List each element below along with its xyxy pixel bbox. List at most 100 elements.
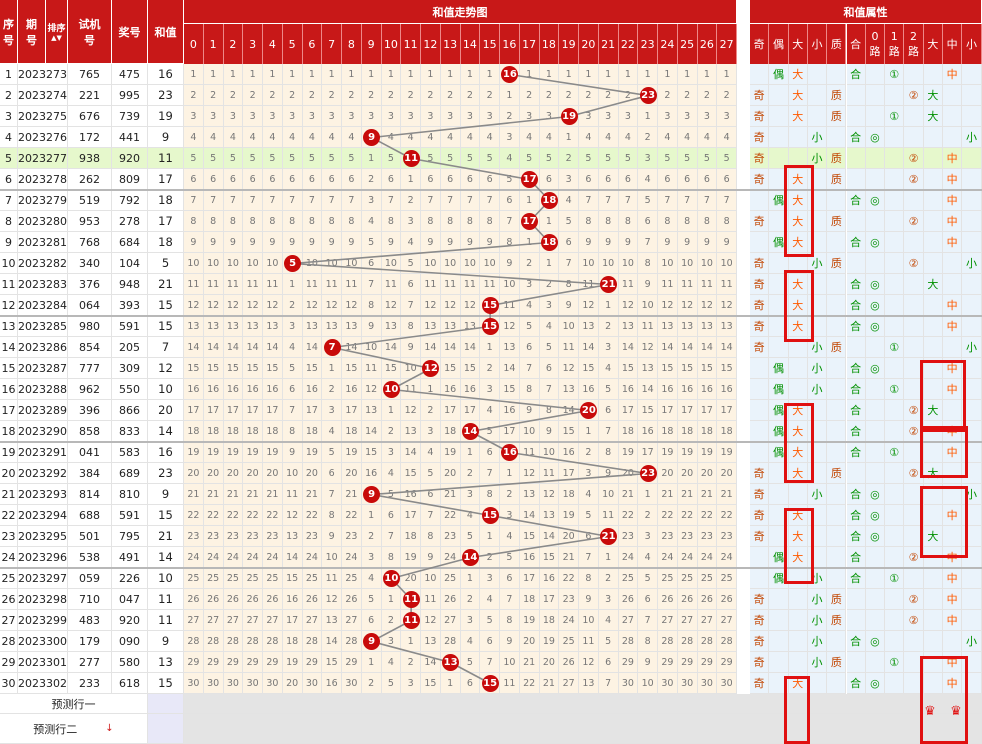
trend-cell: 5 bbox=[243, 148, 263, 169]
attr-cell bbox=[885, 232, 905, 253]
sum-ball: 10 bbox=[382, 381, 400, 398]
trend-cell: 3 bbox=[598, 106, 619, 127]
sum-ball: 9 bbox=[363, 633, 381, 650]
highlight-box bbox=[784, 270, 814, 342]
trend-segment bbox=[371, 493, 491, 517]
trend-cell: 9 bbox=[677, 232, 698, 253]
trend-col-header: 6 bbox=[302, 24, 323, 64]
trend-cell: 7 bbox=[421, 190, 441, 211]
attr-col-header: 小 bbox=[807, 24, 828, 64]
attr-cell bbox=[885, 85, 905, 106]
trend-cell: 1 bbox=[282, 64, 303, 85]
trend-cell: 1 bbox=[203, 64, 224, 85]
trend-cell: 11 bbox=[618, 274, 639, 295]
attr-cell bbox=[923, 211, 943, 232]
trend-cell: 9 bbox=[717, 232, 737, 253]
trend-cell: 8 bbox=[500, 232, 520, 253]
attr-cell bbox=[807, 64, 828, 85]
attr-cell: 中 bbox=[943, 211, 963, 232]
attr-cell: 合 bbox=[846, 190, 866, 211]
trend-cell: 7 bbox=[598, 190, 619, 211]
sum-ball: 11 bbox=[402, 150, 420, 167]
trend-cell: 1 bbox=[579, 64, 599, 85]
trend-segment bbox=[391, 388, 589, 412]
highlight-box bbox=[784, 508, 814, 584]
trend-col-header: 1 bbox=[203, 24, 224, 64]
predict-row-1-label: 预测行一 bbox=[0, 694, 148, 714]
row-test-number: 765 bbox=[68, 64, 112, 85]
attr-cell: 小 bbox=[962, 253, 982, 274]
trend-cell: 1 bbox=[440, 64, 461, 85]
trend-cell: 7 bbox=[638, 232, 658, 253]
trend-cell: 4 bbox=[717, 127, 737, 148]
trend-cell: 4 bbox=[282, 127, 303, 148]
trend-cell: 3 bbox=[263, 106, 283, 127]
trend-col-header: 23 bbox=[638, 24, 658, 64]
down-arrow-icon[interactable]: ↓ bbox=[105, 723, 114, 734]
row-prize-number: 739 bbox=[112, 106, 148, 127]
trend-cell: 10 bbox=[500, 274, 520, 295]
trend-cell: 2 bbox=[559, 148, 579, 169]
sum-ball: 11 bbox=[402, 612, 420, 629]
trend-cell: 5 bbox=[598, 148, 619, 169]
trend-cell: 5 bbox=[381, 148, 402, 169]
trend-cell: 7 bbox=[677, 190, 698, 211]
attr-cell bbox=[827, 274, 847, 295]
trend-cell: 2 bbox=[342, 85, 362, 106]
attr-cell bbox=[769, 106, 789, 127]
trend-cell: 2 bbox=[440, 85, 461, 106]
sum-ball: 9 bbox=[363, 486, 381, 503]
trend-col-header: 17 bbox=[519, 24, 540, 64]
trend-cell: 2 bbox=[559, 85, 579, 106]
trend-cell: 1 bbox=[322, 64, 342, 85]
row-index: 8 bbox=[0, 211, 18, 232]
trend-cell: 4 bbox=[302, 127, 323, 148]
trend-cell: 1 bbox=[421, 64, 441, 85]
trend-segment bbox=[470, 535, 609, 559]
predict-row-1-area[interactable] bbox=[184, 694, 982, 714]
attr-cell bbox=[885, 127, 905, 148]
attr-cell bbox=[923, 232, 943, 253]
sort-button[interactable]: 排序 ▲▼ bbox=[46, 0, 68, 64]
attr-cell: ② bbox=[904, 85, 924, 106]
row-issue: 2023276 bbox=[18, 127, 68, 148]
row-issue: 2023279 bbox=[18, 190, 68, 211]
trend-cell: 6 bbox=[500, 190, 520, 211]
highlight-box bbox=[784, 676, 810, 744]
trend-cell: 10 bbox=[598, 253, 619, 274]
trend-cell: 3 bbox=[243, 106, 263, 127]
sum-ball: 17 bbox=[521, 171, 539, 188]
predict-row-2-area[interactable] bbox=[184, 714, 982, 744]
attr-cell: 中 bbox=[943, 232, 963, 253]
trend-cell: 2 bbox=[539, 85, 560, 106]
trend-cell: 7 bbox=[322, 190, 342, 211]
row-prize-number: 475 bbox=[112, 64, 148, 85]
trend-cell: 9 bbox=[322, 232, 342, 253]
trend-col-header: 3 bbox=[243, 24, 263, 64]
row-sum: 18 bbox=[148, 190, 184, 211]
sort-label: 排序 bbox=[47, 24, 66, 34]
trend-cell: 1 bbox=[618, 64, 639, 85]
trend-cell: 3 bbox=[282, 106, 303, 127]
trend-cell: 11 bbox=[184, 274, 204, 295]
trend-cell: 8 bbox=[697, 211, 718, 232]
attr-cell: 小 bbox=[807, 148, 828, 169]
trend-col-header: 7 bbox=[322, 24, 342, 64]
trend-cell: 7 bbox=[717, 190, 737, 211]
row-index: 3 bbox=[0, 106, 18, 127]
header-issue-label: 期 bbox=[26, 17, 37, 31]
attr-cell: ② bbox=[904, 148, 924, 169]
attr-cell bbox=[750, 232, 770, 253]
trend-cell: 4 bbox=[243, 127, 263, 148]
trend-cell: 1 bbox=[638, 64, 658, 85]
predict-row-2-text: 预测行二 bbox=[33, 722, 78, 736]
trend-cell: 7 bbox=[302, 190, 323, 211]
trend-cell: 5 bbox=[421, 148, 441, 169]
attr-cell: 大 bbox=[923, 85, 943, 106]
trend-cell: 2 bbox=[638, 127, 658, 148]
attr-cell bbox=[846, 85, 866, 106]
trend-cell: 4 bbox=[401, 232, 421, 253]
trend-cell: 1 bbox=[282, 274, 303, 295]
trend-cell: 8 bbox=[579, 211, 599, 232]
trend-cell: 9 bbox=[263, 232, 283, 253]
